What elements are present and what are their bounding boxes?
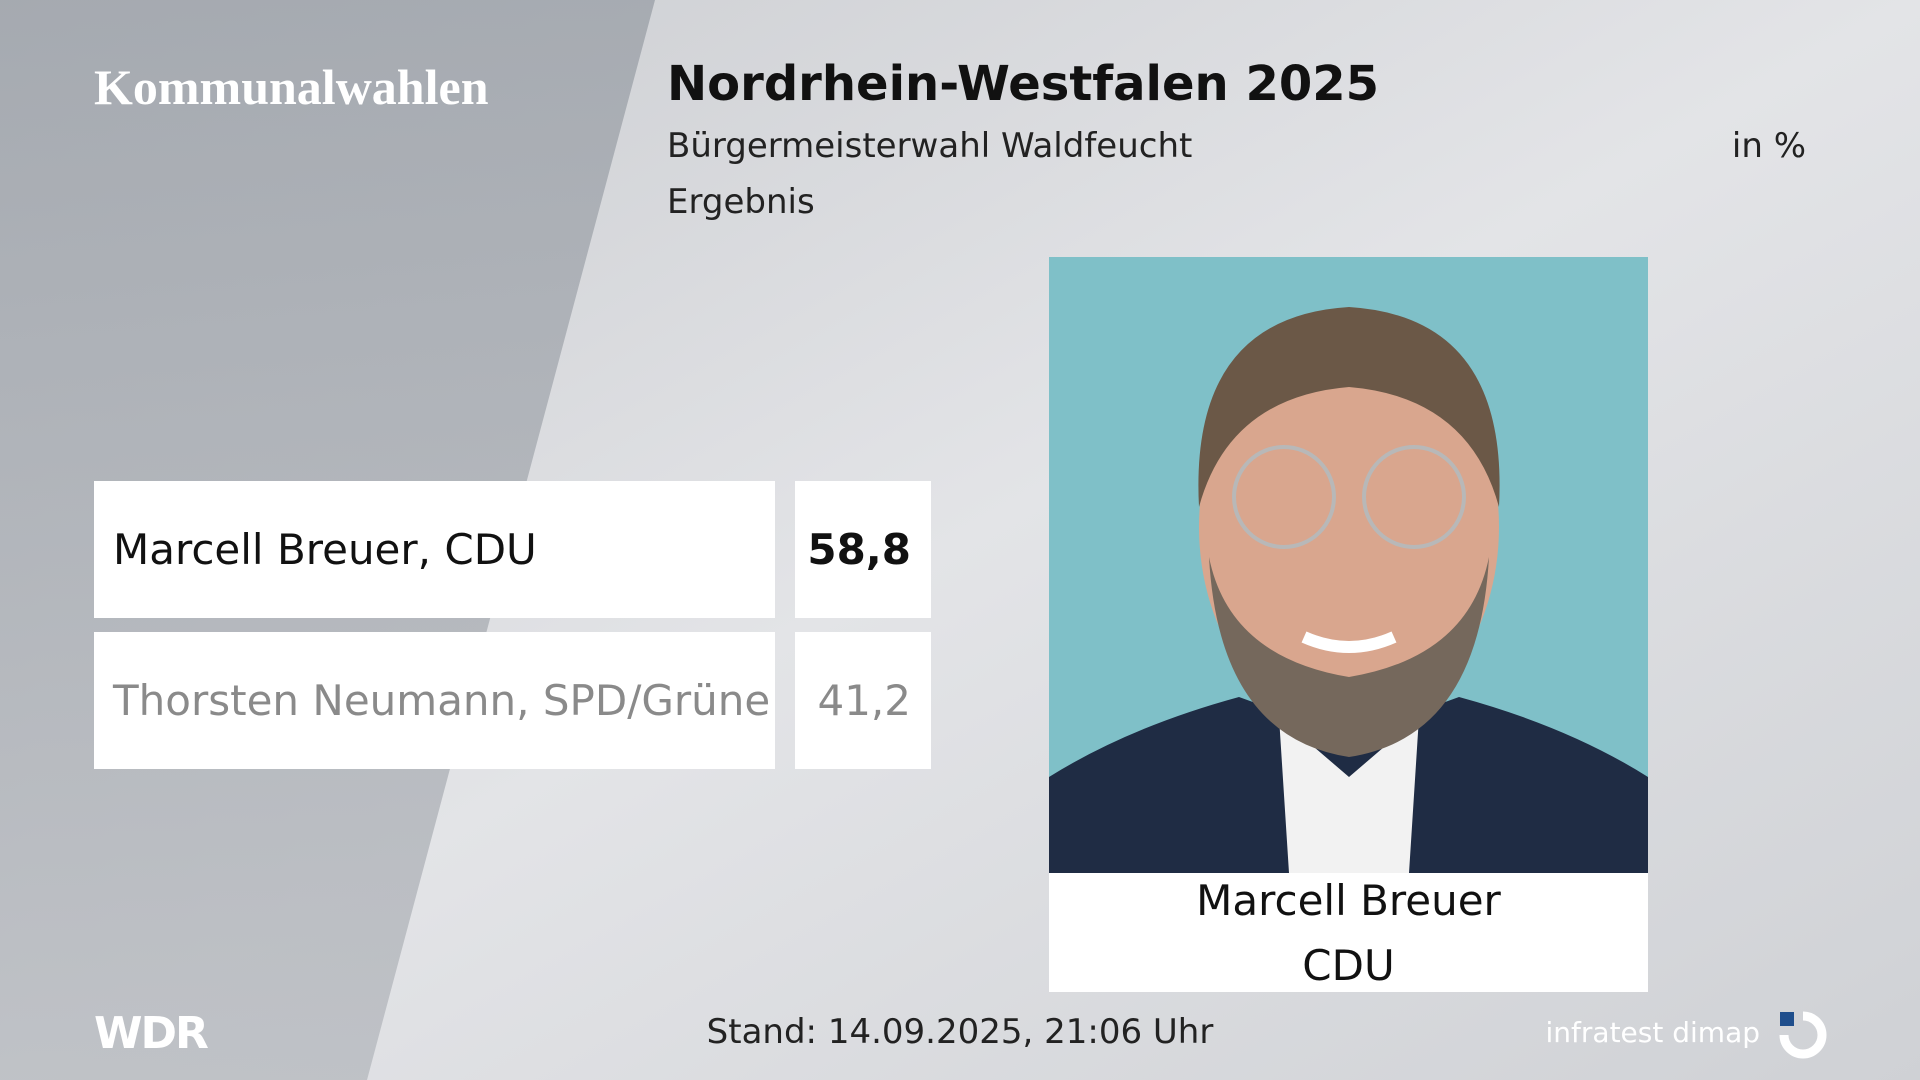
broadcaster-logo: WDR	[94, 1008, 209, 1059]
title: Nordrhein-Westfalen 2025	[667, 56, 1380, 112]
subtitle: Bürgermeisterwahl Waldfeucht	[667, 126, 1193, 166]
caption-box	[1049, 873, 1648, 992]
candidate-value: 41,2	[795, 632, 931, 769]
candidate-photo	[1049, 257, 1648, 873]
unit: in %	[1731, 126, 1806, 166]
source: infratest dimap	[1545, 1016, 1760, 1049]
timestamp: Stand: 14.09.2025, 21:06 Uhr	[706, 1012, 1214, 1052]
source-logo	[1779, 1011, 1827, 1059]
status: Ergebnis	[667, 182, 815, 222]
candidate-name: Thorsten Neumann, SPD/Grüne	[94, 632, 775, 769]
candidate-value: 58,8	[795, 481, 931, 618]
candidate-name: Marcell Breuer, CDU	[94, 481, 775, 618]
section-title: Kommunalwahlen	[94, 59, 489, 115]
candidate-caption-name: Marcell Breuer	[1196, 876, 1501, 925]
candidate-caption-party: CDU	[1302, 941, 1395, 990]
